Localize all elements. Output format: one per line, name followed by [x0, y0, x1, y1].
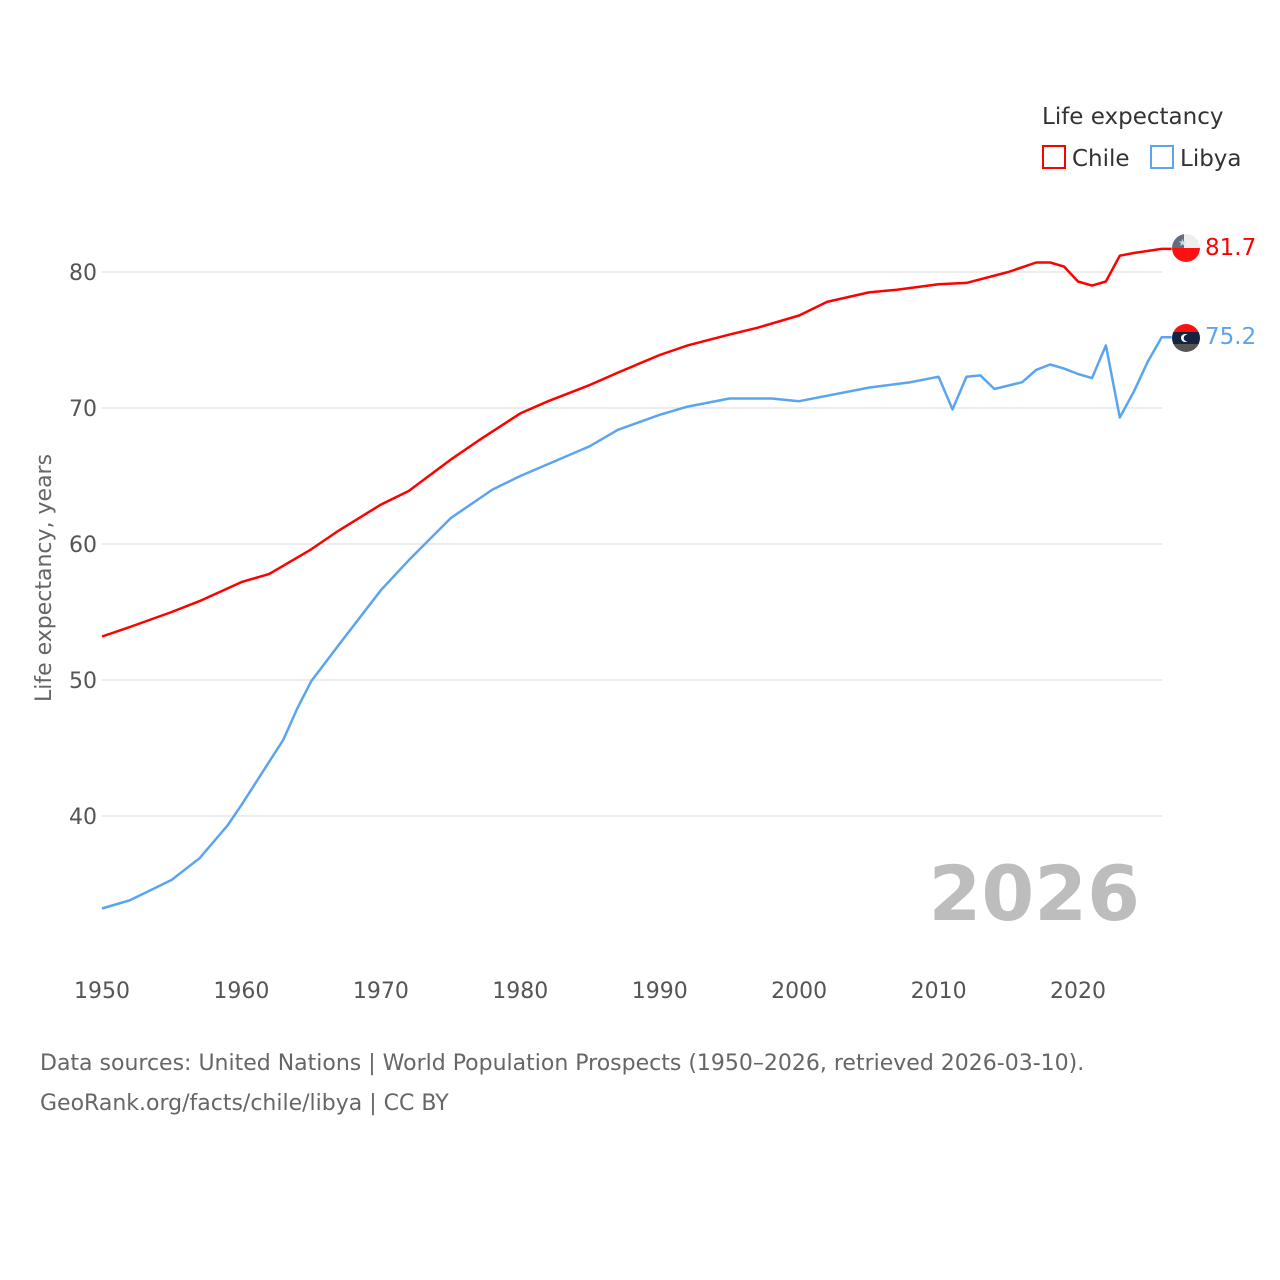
x-tick-label: 2020 [1050, 979, 1106, 1004]
x-axis-ticks: 1950 1960 1970 1980 1990 2000 2010 2020 [74, 979, 1106, 1004]
y-tick-label: 60 [69, 533, 97, 558]
x-tick-label: 1970 [353, 979, 409, 1004]
chile-flag-icon: ★ [1172, 234, 1200, 262]
x-tick-label: 1980 [492, 979, 548, 1004]
legend-swatch-libya[interactable] [1150, 145, 1174, 169]
x-tick-label: 1990 [632, 979, 688, 1004]
legend: Life expectancy Chile Libya [1042, 104, 1242, 172]
line-chart: 40 50 60 70 80 1950 1960 1970 1980 1990 2000 2010 2… [32, 104, 1256, 1004]
x-tick-label: 1960 [213, 979, 269, 1004]
y-axis-label: Life expectancy, years [32, 454, 57, 702]
x-tick-label: 2010 [911, 979, 967, 1004]
grid-lines [102, 271, 1162, 817]
legend-swatch-chile[interactable] [1042, 145, 1066, 169]
series-line-libya [101, 336, 1172, 910]
source-line-2: GeoRank.org/facts/chile/libya | CC BY [40, 1091, 449, 1116]
source-note: Data sources: United Nations | World Pop… [40, 1044, 1084, 1124]
legend-label-chile[interactable]: Chile [1072, 146, 1130, 172]
libya-flag-icon [1172, 324, 1200, 352]
source-line-1: Data sources: United Nations | World Pop… [40, 1051, 1085, 1076]
x-tick-label: 1950 [74, 979, 130, 1004]
year-overlay: 2026 [928, 849, 1140, 938]
legend-label-libya[interactable]: Libya [1180, 146, 1242, 172]
y-tick-label: 80 [69, 261, 97, 286]
svg-text:★: ★ [1178, 238, 1187, 249]
chile-end-label: 81.7 [1205, 235, 1256, 261]
series-lines [101, 247, 1172, 910]
x-tick-label: 2000 [771, 979, 827, 1004]
y-tick-label: 40 [69, 805, 97, 830]
libya-end-label: 75.2 [1205, 324, 1256, 350]
y-tick-label: 50 [69, 669, 97, 694]
legend-title: Life expectancy [1042, 104, 1223, 130]
y-axis-ticks: 40 50 60 70 80 [69, 261, 97, 830]
series-line-chile [101, 247, 1172, 638]
y-tick-label: 70 [69, 397, 97, 422]
